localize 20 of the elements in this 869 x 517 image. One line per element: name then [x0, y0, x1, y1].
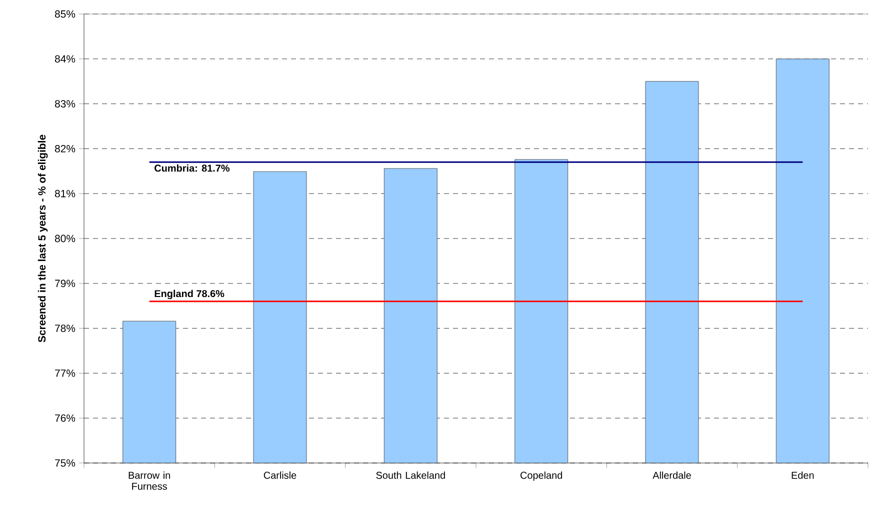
- y-tick-label: 78%: [55, 324, 76, 332]
- x-tick-label: Carlisle: [264, 472, 296, 479]
- x-tick-label: Allerdale: [652, 472, 691, 479]
- x-tick-label: South Lakeland: [376, 472, 445, 479]
- y-tick-label: 83%: [54, 100, 76, 108]
- x-tick-label: Copeland: [520, 472, 562, 481]
- y-tick-label: 76%: [55, 414, 76, 422]
- y-axis-title: Screened in the last 5 years - % of eligible: [38, 134, 48, 342]
- y-tick-label: 84%: [54, 55, 76, 63]
- ref-line-label: England 78.6%: [154, 290, 224, 300]
- x-tick-label: Barrow in Furness: [128, 472, 170, 490]
- y-tick-label: 75%: [55, 459, 76, 467]
- y-tick-label: 85%: [54, 10, 76, 18]
- x-tick-label: Eden: [792, 472, 814, 479]
- y-tick-label: 77%: [55, 370, 76, 377]
- y-tick-label: 80%: [54, 234, 76, 242]
- ref-line-label: Cumbria: 81.7%: [154, 164, 230, 172]
- y-tick-label: 81%: [54, 190, 76, 198]
- y-tick-label: 82%: [54, 145, 76, 152]
- y-tick-label: 79%: [55, 280, 76, 288]
